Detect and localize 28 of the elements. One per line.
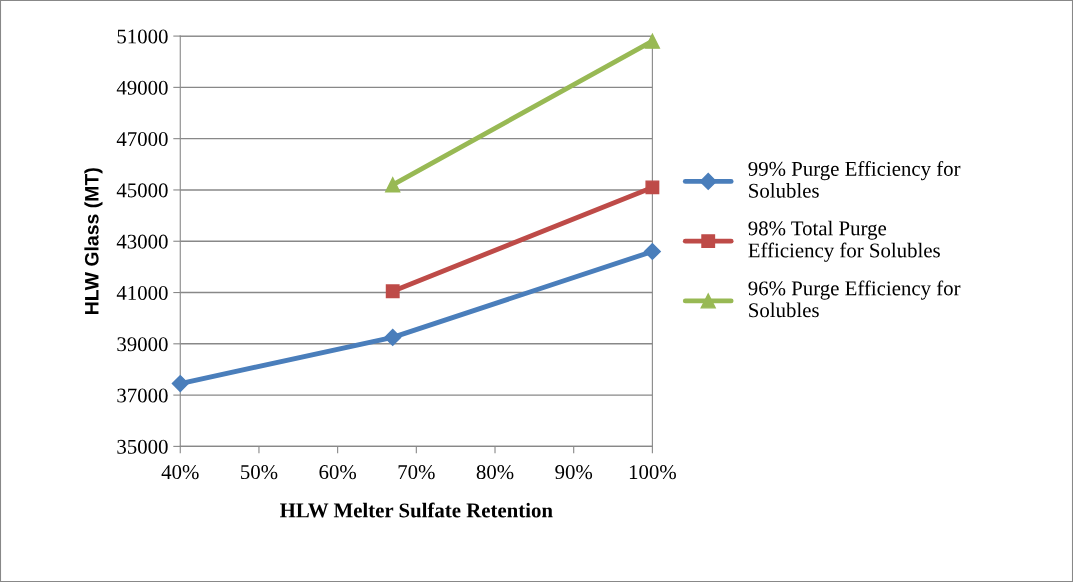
x-tick-label: 50% [241, 465, 278, 480]
point [171, 375, 189, 393]
legend-label: 99% Purge Efficiency for Solubles [748, 161, 961, 198]
point [643, 242, 661, 261]
y-tick-label: 49000 [116, 80, 168, 95]
y-axis-title: HLW Glass (MT) [84, 168, 103, 314]
point [644, 33, 661, 49]
point [385, 284, 400, 299]
y-tick-label: 41000 [116, 285, 168, 300]
x-tick-label: 90% [555, 465, 593, 480]
y-tick-label: 35000 [117, 439, 168, 454]
y-tick-label: 39000 [117, 337, 168, 352]
y-tick-label: 43000 [116, 234, 168, 249]
x-tick-label: 60% [319, 465, 357, 480]
x-tick-label: 70% [398, 465, 435, 480]
legend-label: 98% Total Purge Efficiency for Solubles [748, 220, 940, 262]
point [645, 180, 660, 195]
point [385, 177, 401, 193]
y-tick-label: 51000 [117, 29, 168, 44]
y-tick-label: 37000 [117, 388, 168, 403]
y-tick-label: 45000 [116, 183, 168, 198]
x-tick-label: 80% [476, 465, 514, 480]
x-axis-title: HLW Melter Sulfate Retention [280, 502, 553, 518]
y-tick-label: 47000 [116, 132, 168, 147]
x-tick-label: 100% [629, 465, 676, 480]
point [384, 328, 402, 346]
legend-label: 96% Purge Efficiency for Solubles [748, 280, 961, 318]
x-tick-label: 40% [161, 465, 199, 480]
